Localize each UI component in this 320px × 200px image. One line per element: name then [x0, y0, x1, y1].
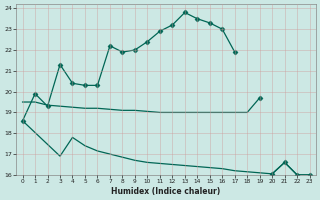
X-axis label: Humidex (Indice chaleur): Humidex (Indice chaleur) — [111, 187, 221, 196]
